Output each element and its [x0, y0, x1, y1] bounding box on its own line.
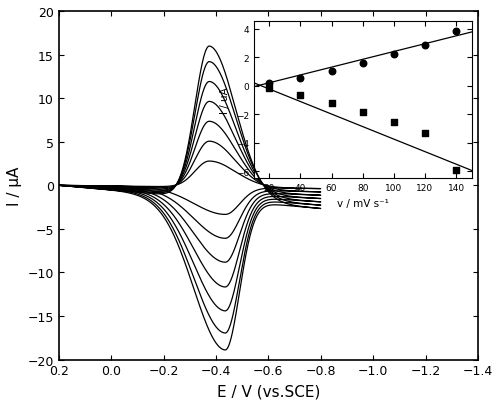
Y-axis label: I / μA: I / μA [7, 166, 22, 205]
X-axis label: E / V (vs.SCE): E / V (vs.SCE) [216, 383, 320, 398]
